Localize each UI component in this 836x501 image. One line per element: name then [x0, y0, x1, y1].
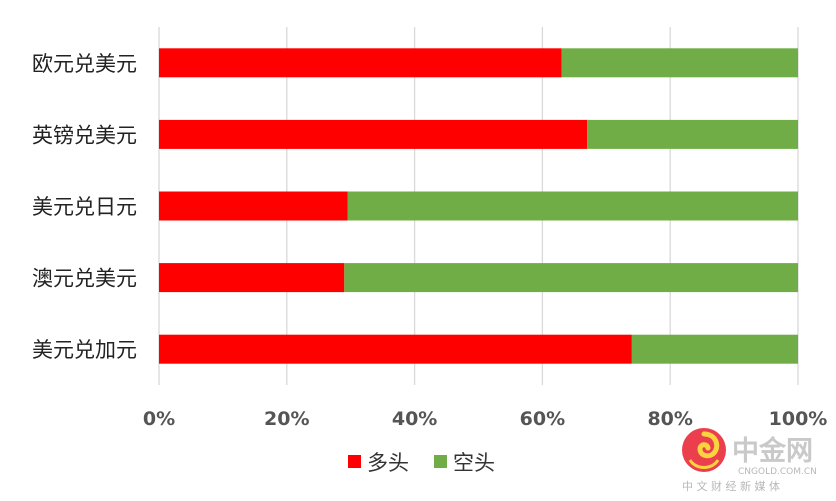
- bar-segment: [561, 48, 798, 78]
- legend-swatch: [434, 455, 447, 468]
- x-tick-label: 20%: [264, 408, 309, 430]
- legend-label: 多头: [367, 451, 409, 475]
- x-tick-label: 100%: [769, 408, 828, 430]
- bars: [159, 48, 798, 364]
- cngold-logo-icon: [682, 428, 726, 472]
- legend-swatch: [348, 455, 361, 468]
- bar-segment: [587, 119, 798, 149]
- x-tick-label: 0%: [143, 408, 175, 430]
- watermark-domain: CNGOLD.COM.CN: [738, 467, 817, 477]
- bar-segment: [159, 191, 348, 221]
- legend-label: 空头: [453, 451, 495, 475]
- bar-segment: [631, 334, 798, 364]
- x-tick-label: 80%: [647, 408, 692, 430]
- bar-segment: [159, 48, 562, 78]
- category-label: 美元兑加元: [32, 338, 137, 362]
- watermark-brand: 中金网: [732, 435, 813, 467]
- category-label: 英镑兑美元: [32, 123, 137, 147]
- bar-segment: [159, 119, 588, 149]
- category-label: 欧元兑美元: [32, 52, 137, 76]
- x-tick-label: 60%: [520, 408, 565, 430]
- bar-segment: [159, 334, 632, 364]
- category-label: 澳元兑美元: [32, 267, 137, 291]
- x-tick-label: 40%: [392, 408, 437, 430]
- bar-segment: [347, 191, 798, 221]
- category-label: 美元兑日元: [32, 195, 137, 219]
- legend: 多头 空头: [348, 451, 495, 475]
- cngold-watermark: 中金网 CNGOLD.COM.CN 中 文 财 经 新 媒 体: [676, 420, 836, 497]
- bar-segment: [344, 263, 798, 293]
- bar-segment: [159, 263, 345, 293]
- x-tick-labels: 0% 20% 40% 60% 80% 100%: [143, 408, 827, 430]
- watermark-tagline: 中 文 财 经 新 媒 体: [682, 479, 780, 493]
